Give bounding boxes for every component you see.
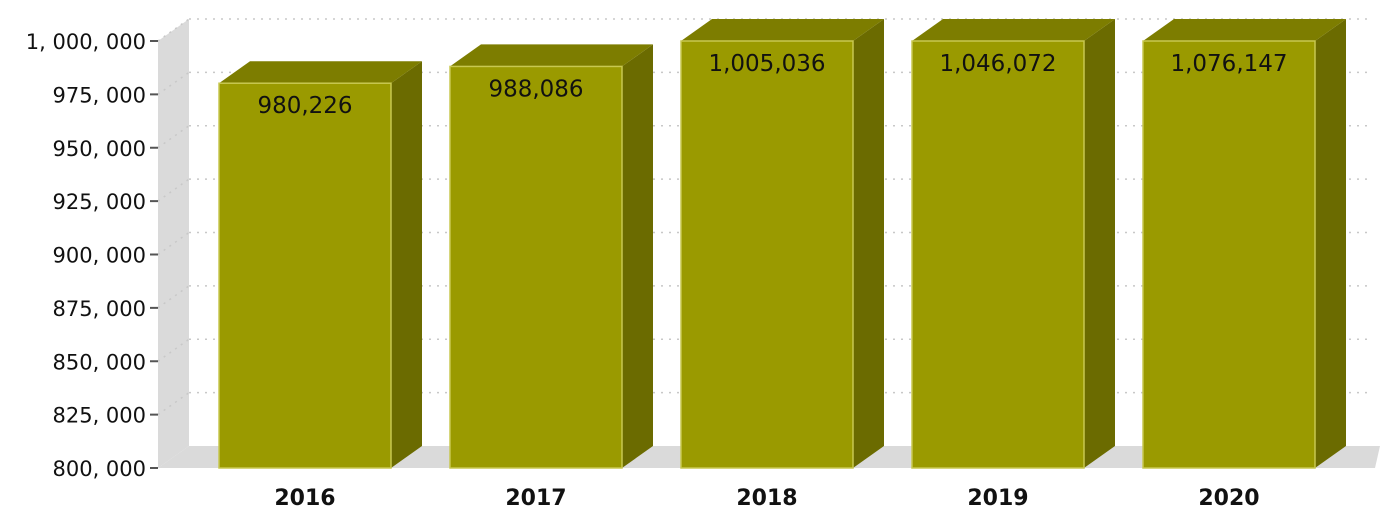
x-tick-label: 2020 — [1198, 486, 1259, 508]
bar-front — [911, 40, 1085, 469]
bar-top — [681, 19, 884, 41]
x-tick-label: 2018 — [736, 486, 797, 508]
left-wall — [158, 19, 189, 468]
data-label: 1,076,147 — [1170, 51, 1287, 77]
data-label: 980,226 — [257, 93, 352, 119]
data-labels: 980,226 988,086 1,005,036 1,046,072 1,076,14… — [257, 51, 1287, 119]
y-tick-label: 875, 000 — [52, 297, 146, 321]
bar-front — [680, 40, 854, 469]
y-tick-label: 850, 000 — [52, 350, 146, 374]
bar — [1142, 19, 1346, 469]
bar-front — [449, 65, 623, 469]
y-tick-label: 1, 000, 000 — [26, 30, 146, 54]
bar-side — [1315, 19, 1346, 468]
bar — [449, 44, 653, 469]
bar — [218, 61, 422, 469]
y-tick-label: 925, 000 — [52, 190, 146, 214]
bars — [218, 19, 1346, 469]
x-axis: 2016 2017 2018 2019 2020 — [274, 486, 1259, 508]
y-tick-label: 900, 000 — [52, 244, 146, 268]
data-label: 1,046,072 — [939, 51, 1056, 77]
bar-front — [218, 82, 392, 469]
y-tick-label: 825, 000 — [52, 404, 146, 428]
bar-front — [1142, 40, 1316, 469]
y-tick-label: 950, 000 — [52, 137, 146, 161]
bar — [911, 19, 1115, 469]
data-label: 1,005,036 — [708, 51, 825, 77]
bar-side — [391, 61, 422, 468]
bar-side — [1084, 19, 1115, 468]
data-label: 988,086 — [488, 76, 583, 102]
x-tick-label: 2017 — [505, 486, 566, 508]
x-tick-label: 2016 — [274, 486, 335, 508]
y-tick-label: 975, 000 — [52, 83, 146, 107]
bar-side — [853, 19, 884, 468]
bar-top — [912, 19, 1115, 41]
y-axis: 800, 000 825, 000 850, 000 875, 000 900, 000… — [26, 30, 158, 481]
bar-top — [450, 44, 653, 67]
bar-top — [1143, 19, 1346, 41]
bar-side — [622, 44, 653, 468]
bar-top — [219, 61, 422, 84]
y-tick-label: 800, 000 — [52, 457, 146, 481]
bar — [680, 19, 884, 469]
x-tick-label: 2019 — [967, 486, 1028, 508]
